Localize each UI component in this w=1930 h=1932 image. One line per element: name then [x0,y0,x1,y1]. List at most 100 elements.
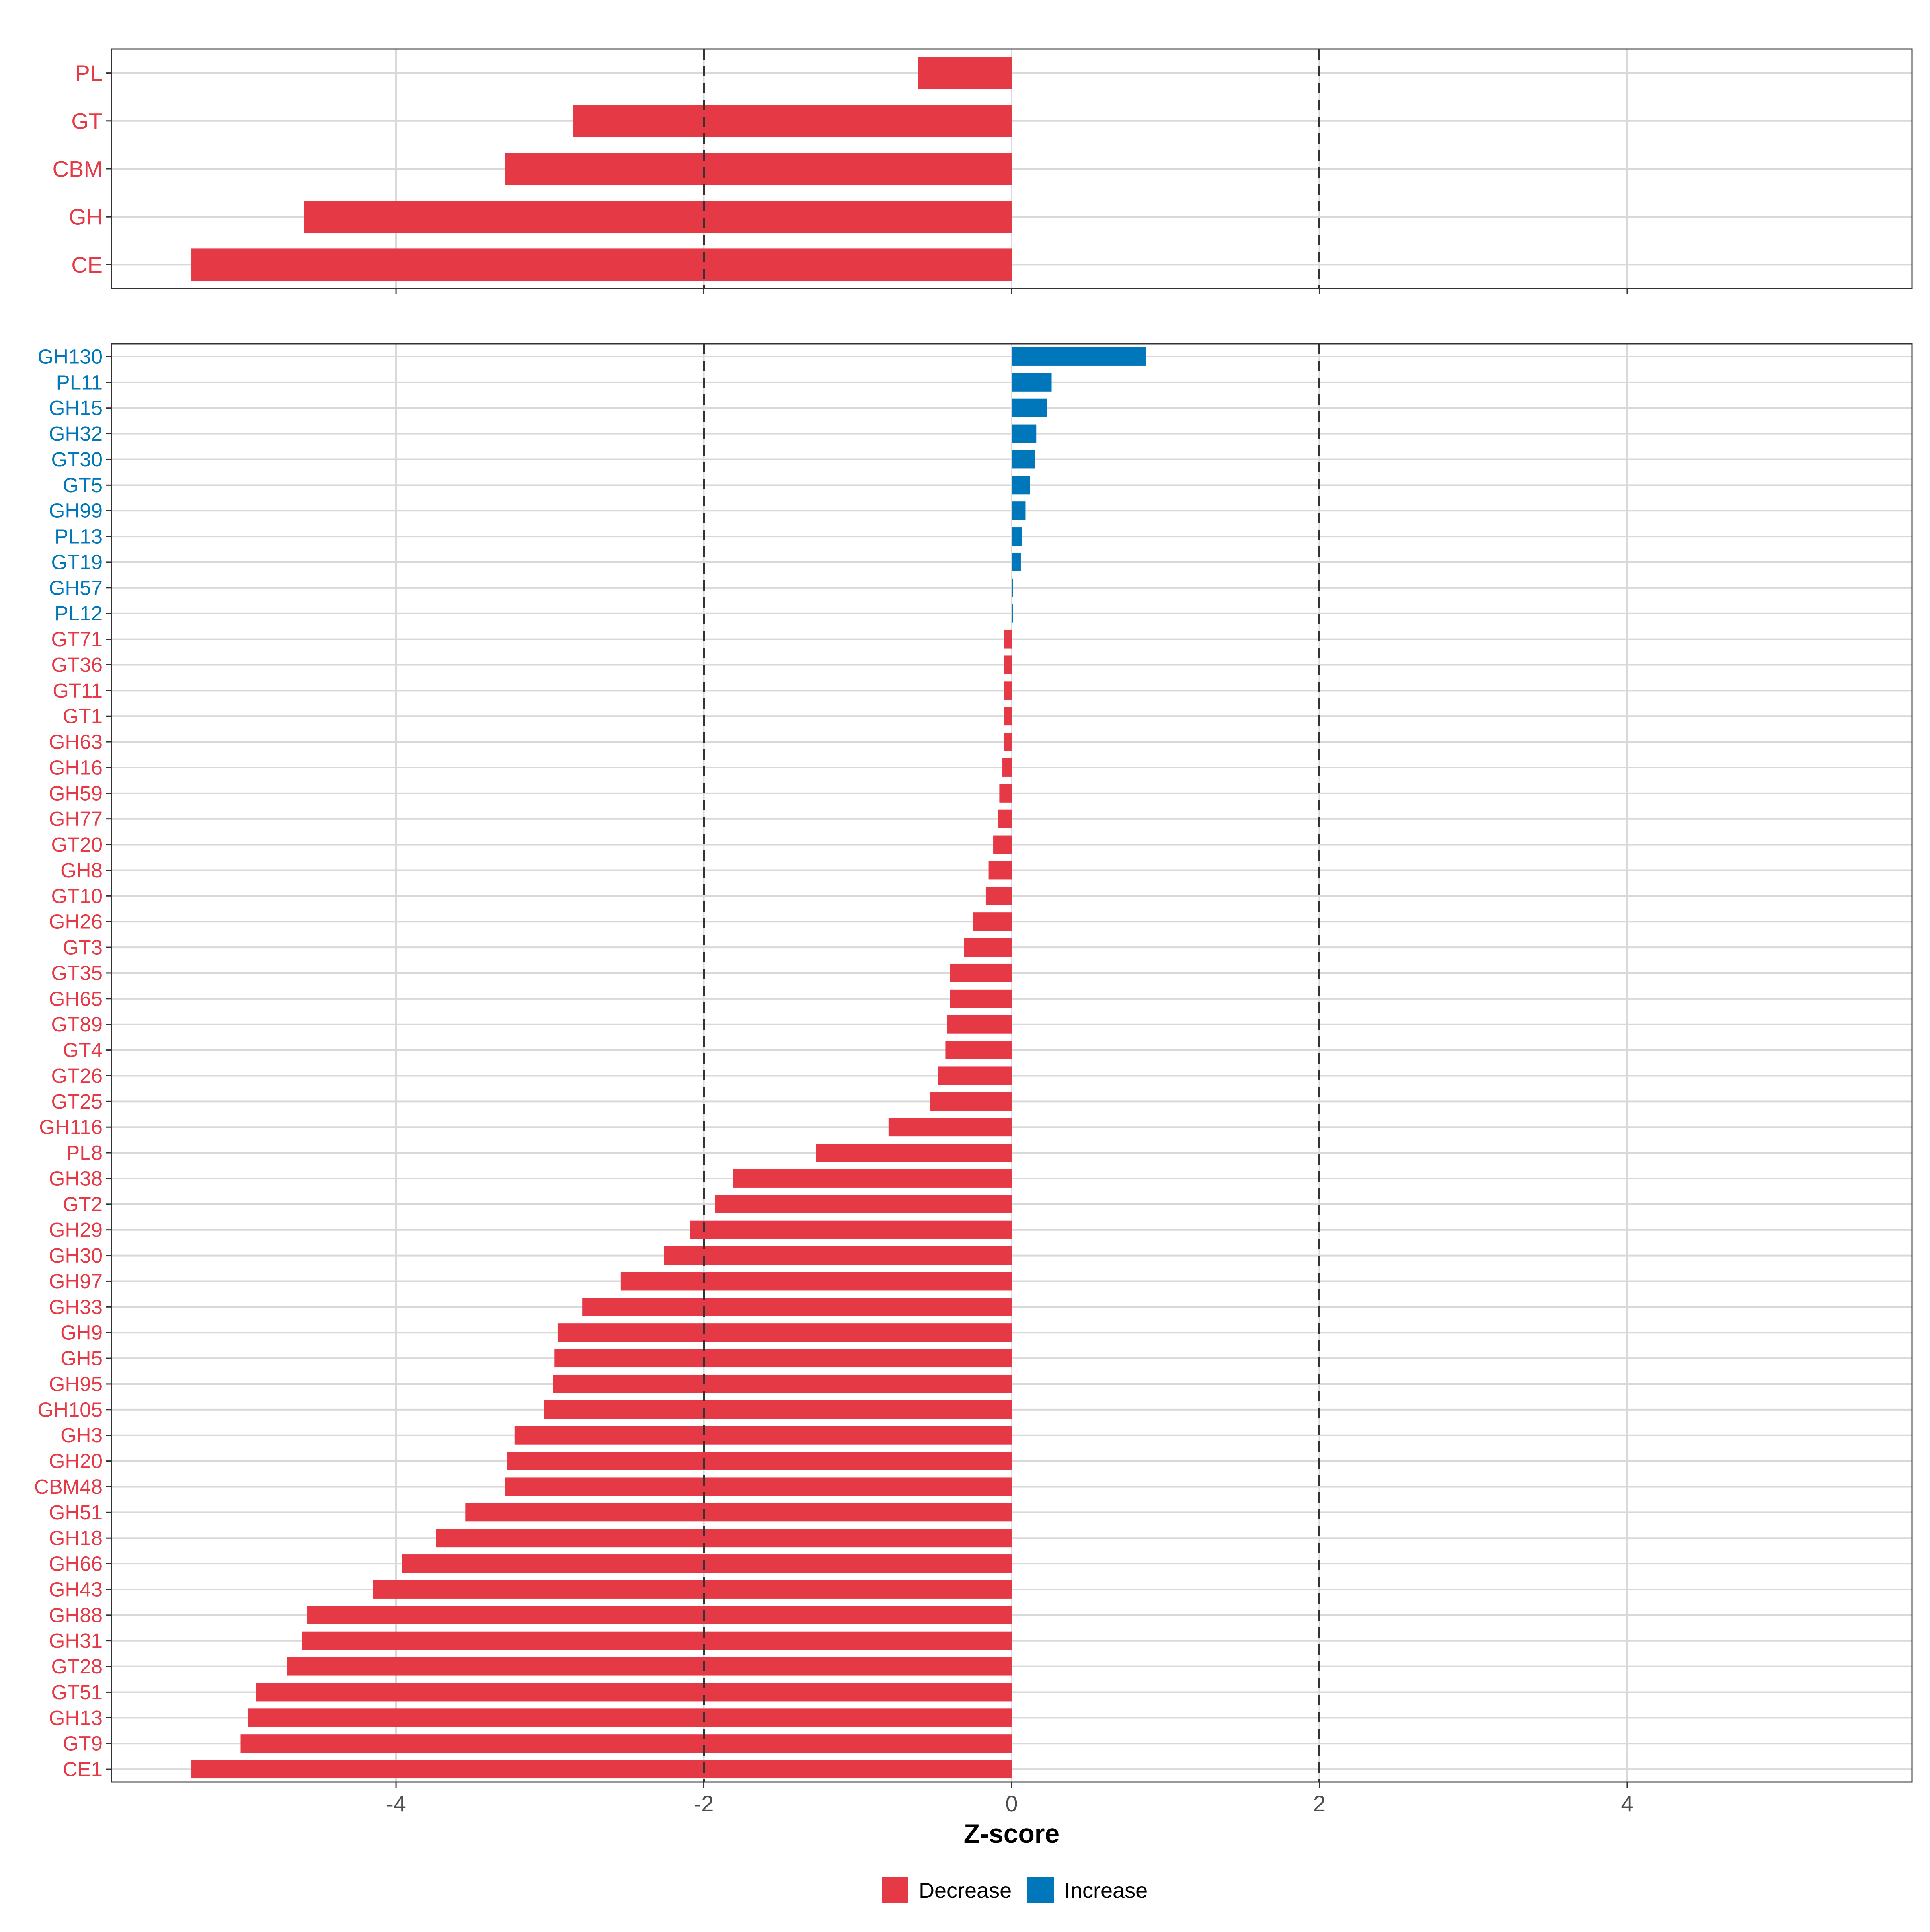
y-tick-label: GT36 [51,653,103,676]
bar [816,1144,1012,1162]
bar [1012,527,1022,546]
y-tick-label: GH38 [49,1167,103,1190]
legend-label-increase: Increase [1064,1879,1148,1903]
y-tick-label: GH16 [49,756,103,779]
y-tick-label: GT89 [51,1013,103,1036]
y-tick-label: GH116 [39,1116,103,1139]
bar [930,1092,1012,1111]
y-tick-label: GH33 [49,1296,103,1318]
bar [947,1015,1012,1034]
x-axis: -4 -2 0 2 4 Z-score [386,1791,1633,1848]
bar [620,1272,1012,1291]
y-tick-label: GH29 [49,1218,103,1241]
bar [465,1503,1012,1522]
y-tick-label: GH8 [60,859,103,882]
y-tick-label: CE [71,252,103,277]
y-tick-label: GT30 [51,448,103,471]
bar [1004,681,1012,700]
bar [1012,501,1026,520]
bar [1004,707,1012,726]
y-tick-label: GH65 [49,987,103,1010]
bar [985,887,1012,905]
bar [1012,424,1037,443]
y-tick-label: PL11 [56,371,103,394]
bar [1004,630,1012,649]
bar [1004,655,1012,674]
y-tick-label: GT3 [63,936,103,959]
y-tick-label: GT71 [51,628,103,651]
bar [888,1118,1012,1137]
y-tick-label: GT28 [51,1655,103,1678]
y-tick-label: GT2 [63,1193,103,1215]
y-tick-label: GH3 [60,1424,103,1447]
x-axis-title: Z-score [964,1819,1059,1848]
bar [1012,450,1035,469]
y-tick-label: GH59 [49,782,103,805]
bar [1004,733,1012,751]
bar [302,1631,1012,1650]
y-tick-label: GH43 [49,1578,103,1601]
bar [402,1554,1012,1573]
bar [733,1169,1012,1188]
bar [664,1246,1012,1265]
bar [993,835,1012,854]
bar [1012,604,1013,623]
bar [950,963,1012,982]
y-tick-label: GH130 [37,345,103,368]
bar [582,1298,1012,1316]
legend-key-decrease [882,1877,908,1903]
bar [248,1708,1012,1727]
y-tick-label: GH31 [49,1629,103,1652]
y-tick-label: GH30 [49,1244,103,1267]
bar [191,1760,1012,1779]
y-tick-label: GH [69,204,103,230]
bar [1012,347,1146,366]
bar [715,1195,1012,1213]
y-tick-label: GH99 [49,499,103,522]
y-tick-label: GT20 [51,833,103,856]
y-tick-label: CE1 [63,1758,103,1781]
bar [554,1349,1012,1368]
y-tick-label: CBM48 [34,1475,103,1498]
y-tick-label: GT11 [53,679,103,702]
y-tick-label: PL8 [66,1142,103,1164]
y-tick-label: GH105 [37,1398,103,1421]
x-tick-label: 0 [1005,1791,1018,1816]
bar [505,153,1012,185]
x-tick-label: -4 [386,1791,406,1816]
bar [988,861,1012,880]
y-tick-label: GH88 [49,1603,103,1626]
bar [240,1734,1012,1753]
bar [557,1323,1012,1342]
bar [1012,398,1047,417]
y-tick-label: GT5 [63,474,103,497]
y-tick-label: GH15 [49,396,103,419]
chart-panel-top: PL GT CBM GH CE [53,48,1913,294]
y-tick-label: GT9 [63,1732,103,1755]
y-tick-label: GH32 [49,422,103,445]
bar [544,1400,1012,1419]
y-tick-label: GH18 [49,1527,103,1550]
y-tick-label: GH13 [49,1706,103,1729]
y-tick-label: GH97 [49,1270,103,1293]
y-tick-label: PL12 [55,602,103,625]
y-tick-label: GH5 [60,1347,103,1370]
bar [514,1426,1012,1445]
y-tick-label: GH20 [49,1450,103,1472]
y-tick-label: GH66 [49,1552,103,1575]
y-tick-label: GH9 [60,1321,103,1344]
x-tick-label: -2 [694,1791,714,1816]
x-tick-label: 4 [1621,1791,1633,1816]
y-tick-label: GT25 [51,1090,103,1113]
bar [256,1683,1012,1702]
bar [964,938,1012,957]
bar [945,1041,1012,1059]
bar [436,1529,1012,1548]
bar [938,1066,1012,1085]
bar [950,989,1012,1008]
bar [507,1452,1012,1470]
bar [373,1580,1012,1599]
